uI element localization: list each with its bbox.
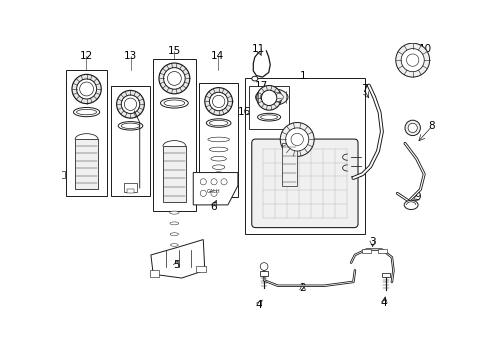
Ellipse shape: [170, 244, 178, 246]
Polygon shape: [151, 239, 204, 278]
Ellipse shape: [207, 137, 229, 142]
Circle shape: [117, 90, 144, 118]
Ellipse shape: [73, 107, 100, 117]
Text: 1: 1: [300, 71, 306, 81]
Bar: [214, 193, 223, 199]
Ellipse shape: [169, 211, 179, 214]
Circle shape: [290, 133, 303, 145]
Text: 4: 4: [380, 298, 386, 309]
Ellipse shape: [260, 92, 283, 103]
Bar: [377, 249, 386, 253]
Circle shape: [400, 49, 424, 72]
Circle shape: [163, 68, 185, 89]
Ellipse shape: [170, 222, 179, 225]
Text: 9: 9: [414, 192, 421, 202]
Ellipse shape: [257, 113, 280, 121]
Text: 12: 12: [80, 51, 93, 61]
Circle shape: [72, 75, 101, 104]
Ellipse shape: [214, 178, 222, 183]
Bar: [168, 265, 180, 274]
Ellipse shape: [77, 109, 97, 115]
Circle shape: [210, 179, 217, 185]
Bar: [153, 59, 195, 211]
Text: 10: 10: [418, 44, 431, 54]
Bar: [57, 171, 64, 178]
Circle shape: [404, 120, 420, 136]
Circle shape: [204, 87, 232, 115]
Text: 2: 2: [299, 283, 305, 293]
Bar: [66, 70, 107, 195]
Circle shape: [200, 190, 206, 197]
Ellipse shape: [206, 119, 230, 127]
Text: 16: 16: [238, 108, 251, 117]
Ellipse shape: [210, 156, 226, 161]
Ellipse shape: [251, 76, 257, 81]
Text: 11: 11: [251, 44, 265, 54]
Ellipse shape: [163, 100, 184, 106]
Circle shape: [77, 79, 97, 99]
Text: 5: 5: [173, 260, 179, 270]
Text: 4: 4: [255, 300, 262, 310]
Circle shape: [261, 90, 276, 105]
Ellipse shape: [213, 172, 223, 176]
Circle shape: [407, 123, 416, 132]
Ellipse shape: [212, 165, 224, 170]
Bar: [150, 270, 159, 276]
Ellipse shape: [260, 115, 277, 120]
Text: 8: 8: [428, 121, 434, 131]
Bar: [248, 86, 289, 130]
Ellipse shape: [404, 200, 417, 210]
Circle shape: [209, 92, 227, 111]
Circle shape: [280, 122, 313, 156]
Bar: [124, 183, 136, 192]
Polygon shape: [193, 172, 238, 205]
Circle shape: [406, 54, 418, 66]
FancyBboxPatch shape: [251, 139, 357, 228]
Bar: [361, 249, 370, 253]
Text: 13: 13: [124, 51, 137, 61]
Ellipse shape: [170, 233, 178, 235]
Ellipse shape: [121, 123, 140, 129]
Text: 7: 7: [360, 84, 367, 94]
Ellipse shape: [118, 122, 142, 130]
Bar: [244, 78, 364, 234]
Bar: [163, 147, 185, 202]
Circle shape: [395, 43, 429, 77]
Circle shape: [200, 179, 206, 185]
Bar: [111, 86, 150, 195]
Bar: [196, 266, 205, 272]
Circle shape: [256, 86, 281, 110]
Circle shape: [285, 128, 308, 151]
Circle shape: [260, 263, 267, 270]
Ellipse shape: [209, 147, 227, 152]
Circle shape: [124, 98, 136, 111]
Ellipse shape: [170, 255, 178, 257]
Bar: [214, 187, 223, 193]
Ellipse shape: [209, 120, 227, 126]
Text: GALH: GALH: [207, 189, 221, 194]
Circle shape: [212, 95, 224, 108]
Text: 17: 17: [254, 81, 267, 91]
Text: 15: 15: [167, 46, 180, 56]
Bar: [260, 271, 267, 276]
Bar: [126, 189, 134, 193]
Ellipse shape: [160, 98, 188, 108]
Text: 14: 14: [211, 51, 224, 61]
Ellipse shape: [171, 265, 178, 267]
Circle shape: [159, 63, 189, 94]
Bar: [381, 273, 389, 277]
Circle shape: [210, 190, 217, 197]
Text: 6: 6: [209, 202, 216, 212]
Circle shape: [121, 95, 140, 113]
Circle shape: [167, 72, 181, 85]
Circle shape: [221, 179, 226, 185]
Ellipse shape: [255, 89, 287, 105]
Text: 3: 3: [368, 237, 375, 247]
Circle shape: [80, 82, 93, 96]
Bar: [75, 139, 98, 189]
Bar: [199, 83, 238, 197]
Bar: [281, 143, 297, 186]
Ellipse shape: [215, 183, 221, 188]
